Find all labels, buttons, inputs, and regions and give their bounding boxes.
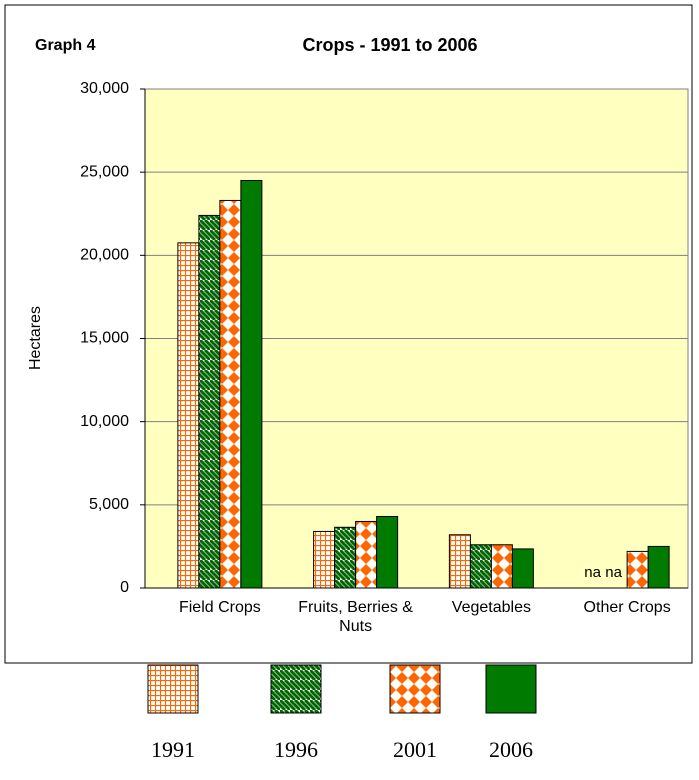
chart-label: Graph 4 [35, 37, 96, 54]
bar [448, 534, 471, 589]
bar [198, 214, 221, 589]
x-tick-label: Fruits, Berries & Nuts [298, 599, 413, 635]
chart-title: Crops - 1991 to 2006 [302, 35, 477, 55]
x-tick-label: Other Crops [583, 599, 671, 616]
y-tick-label: 5,000 [89, 496, 129, 513]
value-label: na [584, 564, 601, 581]
bar [313, 530, 336, 589]
bar [626, 550, 649, 589]
y-tick-label: 25,000 [80, 163, 129, 180]
bar [376, 515, 399, 589]
bar [647, 545, 670, 589]
bar [469, 544, 492, 589]
legend-swatch [147, 664, 199, 714]
y-tick-label: 20,000 [80, 247, 129, 264]
legend-swatch [270, 664, 322, 714]
y-tick-label: 10,000 [80, 413, 129, 430]
legend-swatch [485, 664, 537, 714]
y-axis-label: Hectares [27, 306, 44, 370]
value-label: na [605, 564, 622, 581]
bar [177, 242, 200, 589]
legend-label: 1991 [151, 737, 195, 762]
bar [219, 199, 242, 589]
legend-label: 1996 [274, 737, 318, 762]
x-tick-label: Vegetables [451, 599, 531, 616]
bar [490, 544, 513, 589]
bar [334, 526, 357, 589]
y-tick-label: 30,000 [80, 80, 129, 97]
legend-label: 2006 [489, 737, 533, 762]
legend-label: 2001 [393, 737, 437, 762]
bar [240, 179, 263, 589]
x-tick-label: Field Crops [178, 599, 261, 616]
bar [355, 520, 378, 589]
y-tick-label: 15,000 [80, 330, 129, 347]
legend-swatch [389, 664, 441, 714]
y-tick-label: 0 [120, 579, 129, 596]
bar [511, 548, 534, 589]
